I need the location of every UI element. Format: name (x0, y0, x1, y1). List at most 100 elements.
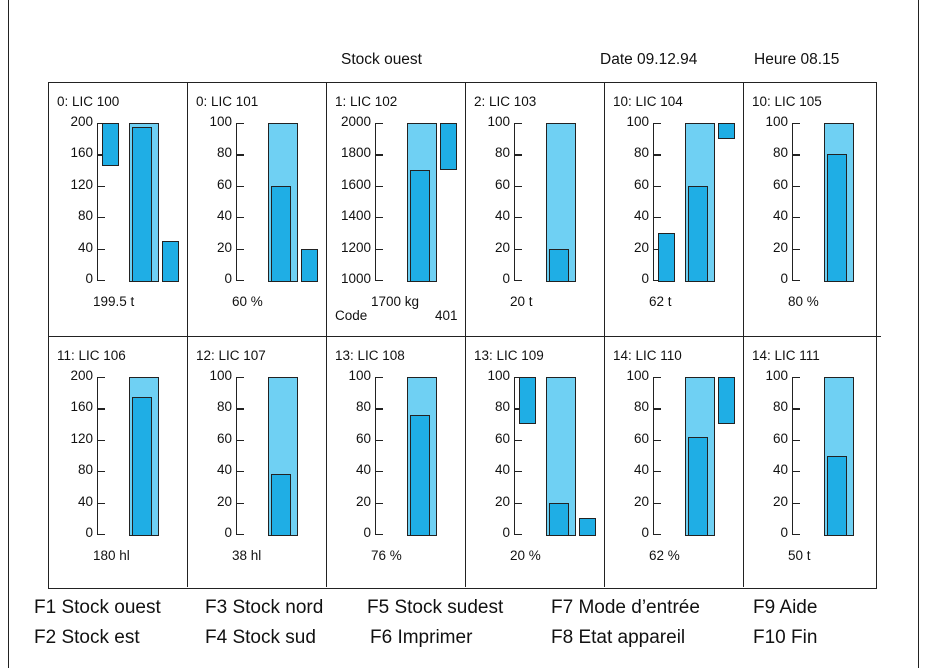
level-gauge-panel: 12: LIC 107 100 80 60 40 20 0 38 hl (188, 337, 327, 587)
code-label: Code (335, 308, 368, 323)
scale-tick-mark (375, 123, 383, 125)
scale-tick-mark (236, 471, 244, 473)
level-gauge-panel: 14: LIC 110 100 80 60 40 20 0 62 % (605, 337, 744, 587)
gauge-reading: 180 hl (93, 548, 130, 563)
scale-tick-mark (236, 377, 244, 379)
level-fill-bar (688, 436, 708, 536)
scale-tick-label: 1200 (340, 239, 371, 255)
scale-tick-mark (514, 377, 522, 379)
scale-tick-label: 80 (494, 145, 510, 161)
scale-tick-mark (792, 377, 800, 379)
screen-frame (8, 0, 919, 668)
code-value: 401 (435, 308, 458, 323)
scale-axis (375, 377, 377, 534)
scale-tick-label: 0 (224, 525, 232, 540)
scale-axis (236, 377, 238, 534)
scale-tick-label: 2000 (340, 114, 371, 129)
f8-etat-appareil-key[interactable]: F8 Etat appareil (551, 627, 686, 648)
scale-tick-label: 0 (363, 525, 371, 540)
f4-stock-sud-key[interactable]: F4 Stock sud (205, 627, 316, 648)
scale-tick-mark (375, 185, 383, 187)
scale-tick-label: 40 (77, 239, 93, 255)
f1-stock-ouest-key[interactable]: F1 Stock ouest (34, 597, 161, 618)
scale-tick-label: 100 (209, 114, 232, 129)
limit-marker-bar (162, 240, 179, 282)
level-fill-bar (827, 154, 847, 282)
scale-axis (792, 123, 794, 280)
scale-tick-mark (792, 123, 800, 125)
level-gauge-panel: 11: LIC 106 200 160 120 80 40 0 180 hl (49, 337, 188, 587)
f6-imprimer-key[interactable]: F6 Imprimer (370, 627, 473, 648)
scale-tick-label: 80 (772, 399, 788, 415)
level-gauge-panel: 1: LIC 102 2000 1800 1600 1400 1200 1000 1700 k… (327, 83, 466, 337)
scale-tick-label: 80 (633, 145, 649, 161)
scale-tick-label: 1600 (340, 176, 371, 192)
scale-tick-mark (653, 123, 661, 125)
gauge-reading: 1700 kg (371, 294, 420, 309)
scale-tick-mark (653, 439, 661, 441)
scale-tick-label: 80 (77, 208, 93, 224)
level-fill-bar (549, 248, 569, 282)
f10-fin-key[interactable]: F10 Fin (753, 627, 818, 648)
gauge-reading: 20 t (510, 294, 533, 309)
scale-tick-label: 20 (633, 493, 649, 509)
scale-axis (514, 377, 516, 534)
scale-tick-label: 80 (633, 399, 649, 415)
scale-tick-label: 40 (216, 462, 232, 478)
gauge-reading: 199.5 t (93, 294, 135, 309)
scale-tick-label: 100 (626, 114, 649, 129)
scale-tick-label: 120 (70, 430, 93, 446)
level-gauge-panel: 2: LIC 103 100 80 60 40 20 0 20 t (466, 83, 605, 337)
gauge-reading: 62 % (649, 548, 680, 563)
gauge-title: 12: LIC 107 (196, 348, 266, 363)
gauge-title: 2: LIC 103 (474, 94, 537, 109)
scale-tick-label: 0 (641, 525, 649, 540)
scale-tick-label: 0 (502, 525, 510, 540)
f9-aide-key[interactable]: F9 Aide (753, 597, 818, 618)
scale-tick-mark (375, 377, 383, 379)
scale-tick-mark (653, 377, 661, 379)
scale-tick-label: 40 (216, 208, 232, 224)
level-fill-bar (827, 455, 847, 536)
scale-tick-mark (514, 439, 522, 441)
limit-marker-bar (440, 123, 457, 171)
scale-axis (514, 123, 516, 280)
scale-tick-mark (514, 408, 522, 410)
scale-tick-label: 0 (224, 271, 232, 286)
limit-marker-bar (718, 123, 735, 139)
scale-tick-mark (653, 217, 661, 219)
limit-marker-bar (579, 518, 596, 536)
scale-tick-label: 60 (216, 176, 232, 192)
scale-tick-mark (653, 534, 661, 536)
f2-stock-est-key[interactable]: F2 Stock est (34, 627, 140, 648)
scale-tick-label: 80 (494, 399, 510, 415)
f7-mode-entree-key[interactable]: F7 Mode d’entrée (551, 597, 700, 618)
scale-tick-label: 20 (633, 239, 649, 255)
scale-tick-label: 20 (216, 493, 232, 509)
scale-tick-mark (97, 439, 105, 441)
scale-tick-label: 80 (216, 145, 232, 161)
scale-tick-mark (97, 471, 105, 473)
scale-tick-mark (792, 154, 800, 156)
scale-tick-label: 1000 (340, 271, 371, 286)
limit-marker-bar (519, 377, 536, 425)
f5-stock-sudest-key[interactable]: F5 Stock sudest (367, 597, 504, 618)
scale-tick-label: 20 (772, 493, 788, 509)
scale-tick-mark (236, 408, 244, 410)
gauge-title: 0: LIC 100 (57, 94, 120, 109)
scale-tick-mark (236, 185, 244, 187)
f3-stock-nord-key[interactable]: F3 Stock nord (205, 597, 324, 618)
scale-tick-mark (792, 471, 800, 473)
scale-tick-label: 200 (70, 114, 93, 129)
scale-tick-label: 60 (772, 176, 788, 192)
scale-tick-mark (653, 154, 661, 156)
scale-tick-mark (514, 154, 522, 156)
level-fill-bar (271, 474, 291, 536)
scale-tick-label: 60 (772, 430, 788, 446)
scale-tick-label: 20 (494, 239, 510, 255)
scale-tick-mark (97, 377, 105, 379)
scale-tick-mark (653, 185, 661, 187)
scale-tick-label: 0 (780, 525, 788, 540)
scale-tick-label: 160 (70, 145, 93, 161)
scale-tick-mark (514, 185, 522, 187)
